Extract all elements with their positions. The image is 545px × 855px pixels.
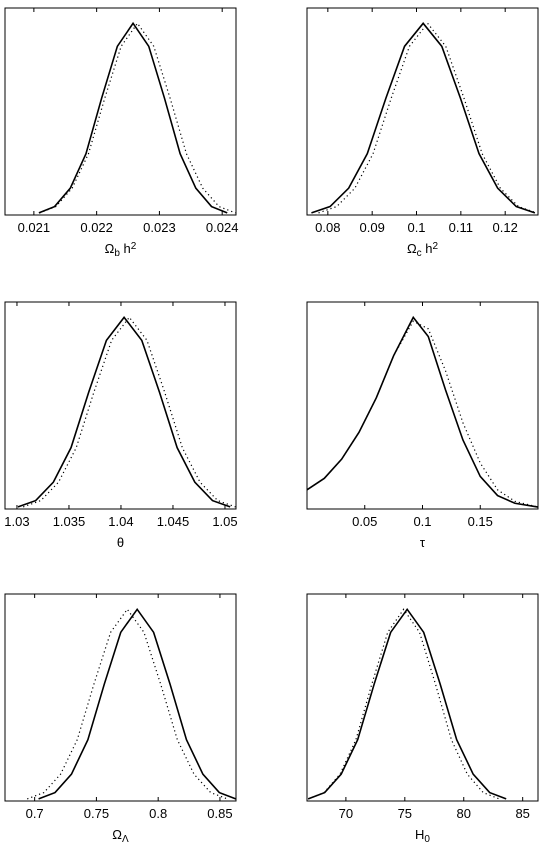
x-axis-label: H0	[415, 827, 430, 845]
x-tick-label: 0.09	[360, 220, 385, 235]
density-curve	[38, 607, 237, 800]
x-tick-label: 0.85	[207, 806, 232, 821]
x-axis-label-part: τ	[420, 535, 426, 550]
x-tick-label: 75	[398, 806, 412, 821]
x-tick-label: 0.7	[26, 806, 44, 821]
x-axis-label: θ	[117, 535, 124, 550]
x-axis-label-part: Ω	[105, 241, 115, 256]
density-curve	[311, 22, 536, 214]
x-axis-label-part: c	[417, 248, 422, 259]
x-tick-label: 0.023	[143, 220, 176, 235]
x-tick-label: 0.1	[413, 514, 431, 529]
x-tick-label: 85	[515, 806, 529, 821]
x-axis-label-part: Λ	[122, 834, 129, 845]
x-tick-label: 1.03	[4, 514, 29, 529]
x-axis-label-part: Ω	[407, 241, 417, 256]
x-tick-label: 1.04	[108, 514, 133, 529]
density-curve	[306, 315, 539, 508]
x-axis-label: Ωb h2	[105, 241, 137, 259]
x-tick-label: 0.05	[352, 514, 377, 529]
x-axis-label: Ωc h2	[407, 241, 439, 259]
x-tick-label: 0.12	[493, 220, 518, 235]
x-tick-label: 0.15	[468, 514, 493, 529]
x-tick-label: 0.024	[206, 220, 239, 235]
subplot: 0.08 0.09 0.1 0.11 0.12 Ωc h2	[306, 7, 539, 259]
x-tick-label: 1.035	[53, 514, 86, 529]
x-tick-label: 80	[457, 806, 471, 821]
x-axis-label: ΩΛ	[112, 827, 129, 845]
x-axis-label-part: H	[415, 827, 424, 842]
subplot: 1.03 1.035 1.04 1.045 1.05 θ	[4, 301, 238, 550]
x-tick-label: 0.11	[449, 220, 473, 235]
subplot: 0.021 0.022 0.023 0.024 Ωb h2	[4, 7, 239, 259]
x-axis-label-part: 0	[424, 834, 430, 845]
x-tick-label: 0.08	[315, 220, 340, 235]
density-curve	[17, 316, 231, 508]
x-tick-label: 0.8	[149, 806, 167, 821]
density-curve	[38, 21, 228, 214]
subplot: 0.7 0.75 0.8 0.85 ΩΛ	[4, 593, 237, 845]
axes-frame	[4, 593, 237, 802]
x-tick-label: 1.045	[157, 514, 190, 529]
subplot: 0.05 0.1 0.15 τ	[306, 301, 539, 550]
density-curve	[27, 608, 228, 800]
x-tick-label: 0.021	[18, 220, 51, 235]
x-axis-label-part: 2	[433, 241, 439, 252]
x-axis-label-part: b	[114, 248, 120, 259]
density-curve	[39, 22, 236, 214]
x-axis-label-part: h	[120, 241, 131, 256]
x-tick-label: 0.022	[80, 220, 113, 235]
axes-frame	[306, 301, 539, 510]
x-axis-label-part: 2	[131, 241, 137, 252]
subplot: 70 75 80 85 H0	[306, 593, 539, 845]
density-curve	[318, 22, 537, 214]
x-axis-label-part: h	[422, 241, 433, 256]
axes-frame	[4, 7, 237, 216]
density-curve	[307, 608, 500, 800]
x-tick-label: 1.05	[212, 514, 237, 529]
x-tick-label: 70	[339, 806, 353, 821]
x-axis-label-part: Ω	[112, 827, 122, 842]
x-tick-label: 0.75	[84, 806, 109, 821]
x-axis-label: τ	[420, 535, 426, 550]
axes-frame	[306, 593, 539, 802]
density-curve	[307, 607, 507, 800]
density-curve	[306, 320, 539, 508]
x-axis-label-part: θ	[117, 535, 124, 550]
x-tick-label: 0.1	[407, 220, 425, 235]
axes-frame	[306, 7, 539, 216]
axes-frame	[4, 301, 237, 510]
